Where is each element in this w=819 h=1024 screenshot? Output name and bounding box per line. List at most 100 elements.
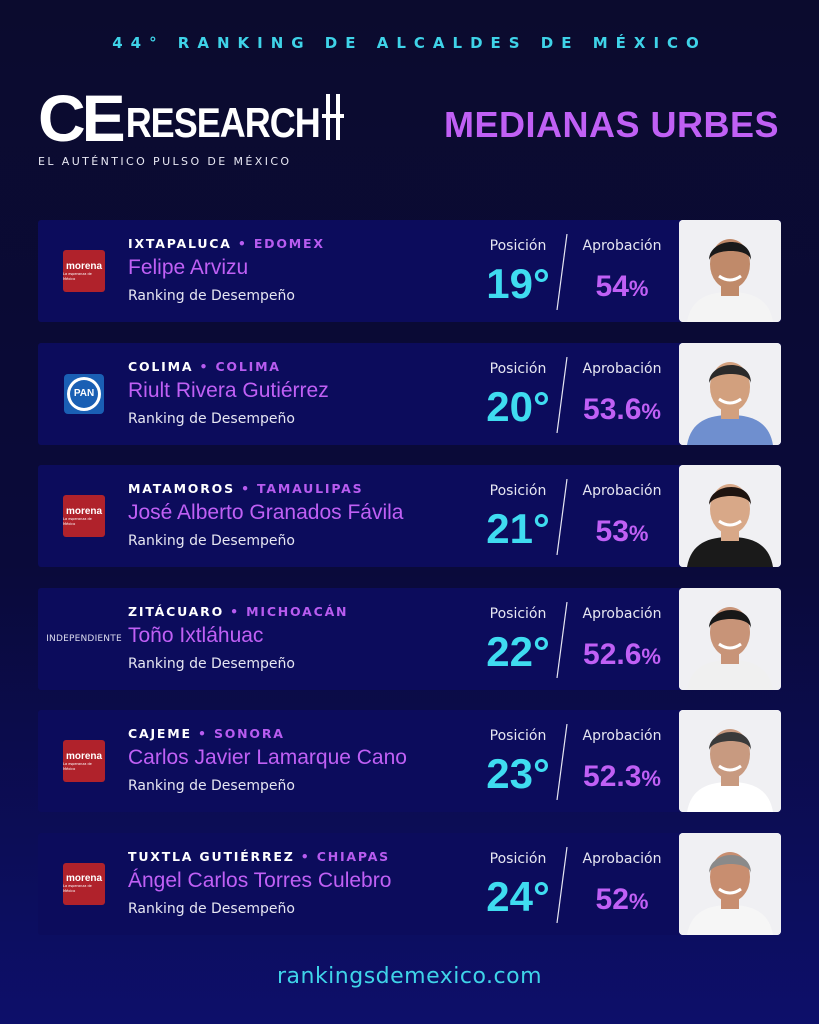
pan-logo-icon: PAN: [64, 373, 104, 414]
percent-sign: %: [641, 766, 661, 791]
party-badge: PAN: [50, 343, 118, 445]
party-logo-subtext: La esperanza de México: [63, 271, 92, 281]
state: COLIMA: [215, 358, 281, 374]
party-badge: morena La esperanza de México: [50, 710, 118, 812]
footer-url[interactable]: rankingsdemexico.com: [276, 964, 543, 989]
divider-slash: [556, 479, 568, 555]
party-badge: morena La esperanza de México: [50, 465, 118, 567]
portrait-icon: [679, 220, 781, 322]
position-label: Posición: [489, 728, 547, 744]
portrait-icon: [679, 832, 781, 935]
party-badge: morena La esperanza de México: [50, 220, 118, 322]
approval-value: 52.6%: [566, 638, 678, 672]
approval-number: 54: [595, 270, 629, 303]
separator-dot: •: [237, 236, 254, 251]
section-title: MEDIANAS URBES: [443, 104, 779, 145]
ranking-subtitle: Ranking de Desempeño: [128, 410, 295, 427]
approval-number: 53.6: [583, 392, 642, 426]
mayor-photo: [679, 220, 781, 322]
party-logo-text: PAN: [70, 379, 98, 408]
percent-sign: %: [628, 521, 649, 546]
city: ZITÁCUARO: [128, 603, 225, 619]
morena-logo-icon: morena La esperanza de México: [63, 495, 105, 537]
party-logo-subtext: La esperanza de México: [63, 884, 92, 893]
city: MATAMOROS: [128, 481, 235, 496]
percent-sign: %: [641, 398, 661, 424]
approval-label: Aprobación: [582, 850, 662, 867]
position-value: 24°: [486, 872, 550, 920]
mayor-info: ZITÁCUARO • MICHOACÁN Toño Ixtláhuac Ran…: [128, 604, 348, 672]
party-badge: INDEPENDIENTE: [46, 588, 121, 690]
approval-label: Aprobación: [582, 483, 662, 499]
independent-label: INDEPENDIENTE: [46, 633, 122, 644]
mayor-photo: [679, 342, 781, 445]
mayor-info: CAJEME • SONORA Carlos Javier Lamarque C…: [128, 726, 407, 794]
ranking-subtitle: Ranking de Desempeño: [128, 778, 295, 794]
approval-label: Aprobación: [582, 605, 662, 622]
position-label: Posición: [489, 605, 547, 622]
approval-value: 52%: [566, 883, 678, 917]
state: SONORA: [213, 726, 285, 741]
mayor-card: morena La esperanza de México MATAMOROS …: [38, 465, 781, 567]
mayor-name: José Alberto Granados Fávila: [128, 501, 404, 524]
top-title: 44° RANKING DE ALCALDES DE MÉXICO: [112, 34, 707, 52]
position-label: Posición: [489, 360, 547, 377]
party-logo-subtext: La esperanza de México: [63, 516, 92, 526]
mayor-photo: [679, 832, 781, 935]
party-logo-text: morena: [65, 260, 103, 272]
location: CAJEME • SONORA: [128, 726, 407, 741]
divider-slash: [556, 356, 568, 433]
party-badge: morena La esperanza de México: [50, 833, 118, 935]
mayor-card: INDEPENDIENTE ZITÁCUARO • MICHOACÁN Toño…: [38, 587, 781, 690]
location: ZITÁCUARO • MICHOACÁN: [128, 604, 348, 619]
approval-number: 52.6: [583, 637, 642, 671]
location: MATAMOROS • TAMAULIPAS: [128, 481, 403, 496]
tagline: EL AUTÉNTICO PULSO DE MÉXICO: [38, 155, 292, 168]
city: CAJEME: [128, 726, 192, 741]
approval-number: 52.3: [583, 760, 642, 793]
separator-dot: •: [230, 603, 247, 619]
divider-slash: [556, 846, 568, 923]
divider-slash: [556, 234, 568, 310]
position-value: 20°: [486, 382, 550, 430]
logo-research-text: RESEARCH: [125, 98, 321, 146]
position-value: 22°: [486, 627, 550, 675]
logo-ce-text: CE: [38, 81, 126, 155]
percent-sign: %: [628, 276, 649, 301]
ranking-subtitle: Ranking de Desempeño: [128, 288, 295, 304]
mayor-card: morena La esperanza de México CAJEME • S…: [38, 710, 781, 812]
state: MICHOACÁN: [246, 603, 349, 619]
separator-dot: •: [241, 481, 258, 496]
location: TUXTLA GUTIÉRREZ • CHIAPAS: [128, 849, 391, 864]
mayor-card: morena La esperanza de México IXTAPALUCA…: [38, 220, 781, 322]
position-value: 19°: [486, 260, 550, 307]
percent-sign: %: [641, 643, 661, 669]
approval-value: 52.3%: [566, 760, 678, 794]
approval-value: 53%: [566, 515, 678, 549]
approval-value: 53.6%: [566, 393, 678, 427]
party-logo-text: morena: [65, 873, 103, 884]
morena-logo-icon: morena La esperanza de México: [63, 862, 105, 905]
mayor-info: TUXTLA GUTIÉRREZ • CHIAPAS Ángel Carlos …: [128, 849, 391, 917]
mayor-card: PAN COLIMA • COLIMA Riult Rivera Gutiérr…: [38, 342, 781, 445]
portrait-icon: [679, 710, 781, 812]
state: EDOMEX: [253, 236, 325, 251]
position-value: 23°: [486, 750, 550, 797]
separator-dot: •: [199, 358, 216, 374]
morena-logo-icon: morena La esperanza de México: [63, 250, 105, 292]
approval-value: 54%: [566, 270, 678, 304]
mayor-card: morena La esperanza de México TUXTLA GUT…: [38, 832, 781, 935]
ranking-subtitle: Ranking de Desempeño: [128, 655, 295, 672]
separator-dot: •: [300, 848, 317, 864]
position-label: Posición: [489, 483, 547, 499]
location: IXTAPALUCA • EDOMEX: [128, 236, 325, 251]
approval-number: 53: [595, 515, 629, 548]
portrait-icon: [679, 587, 781, 690]
mayor-name: Riult Rivera Gutiérrez: [128, 378, 329, 402]
portrait-icon: [679, 465, 781, 567]
city: IXTAPALUCA: [128, 236, 232, 251]
ranking-subtitle: Ranking de Desempeño: [128, 900, 295, 917]
mayor-photo: [679, 587, 781, 690]
mayor-photo: [679, 465, 781, 567]
approval-label: Aprobación: [582, 360, 662, 377]
